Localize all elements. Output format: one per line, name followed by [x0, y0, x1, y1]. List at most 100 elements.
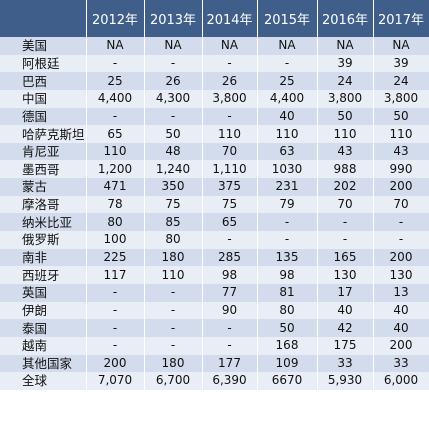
- value-cell: 4,400: [257, 89, 318, 108]
- table-row: 英国 - -77 81 17 13: [0, 283, 429, 302]
- value-cell: 40: [373, 301, 429, 320]
- country-cell: 伊朗: [0, 301, 87, 320]
- table-row: 蒙古 471 350 375 231 202 200: [0, 178, 429, 196]
- country-cell: 南非: [0, 248, 87, 267]
- table-row: 泰国 - - -50 42 40: [0, 319, 429, 337]
- value-cell: 109: [257, 354, 318, 373]
- country-cell: 西班牙: [0, 266, 87, 284]
- value-cell: 65: [86, 125, 145, 143]
- country-cell: 越南: [0, 336, 87, 355]
- value-cell: 7,070: [86, 372, 145, 390]
- header-cell-country: [0, 0, 87, 37]
- value-cell: 98: [257, 266, 318, 284]
- value-cell: 25: [257, 72, 318, 90]
- value-cell: 175: [317, 336, 374, 355]
- value-cell: 70: [202, 142, 258, 161]
- header-row: 2012年 2013年 2014年 2015年 2016年 2017年: [0, 0, 429, 37]
- production-table: 2012年 2013年 2014年 2015年 2016年 2017年 美国 NA…: [0, 0, 429, 390]
- value-cell: 375: [202, 178, 258, 196]
- value-cell: 39: [317, 54, 374, 73]
- value-cell: -: [317, 213, 374, 232]
- table-row: 巴西 25 26 26 25 24 24: [0, 72, 429, 90]
- value-cell: 110: [86, 142, 145, 161]
- value-cell: -: [257, 54, 318, 73]
- table-row: 美国 NA NA NA NA NA NA: [0, 37, 429, 55]
- value-cell: 50: [257, 319, 318, 337]
- value-cell: 43: [373, 142, 429, 161]
- value-cell: 17: [317, 283, 374, 302]
- value-cell: 110: [144, 266, 203, 284]
- value-cell: 4,400: [86, 89, 145, 108]
- header-cell-2013: 2013年: [144, 0, 203, 37]
- value-cell: 100: [86, 231, 145, 249]
- value-cell: 98: [202, 266, 258, 284]
- value-cell: 42: [317, 319, 374, 337]
- value-cell: NA: [144, 37, 203, 55]
- country-cell: 全球: [0, 372, 87, 390]
- value-cell: -: [202, 107, 258, 126]
- value-cell: -: [257, 231, 318, 249]
- value-cell: 26: [202, 72, 258, 90]
- value-cell: 3,800: [202, 89, 258, 108]
- header-cell-2017: 2017年: [373, 0, 429, 37]
- header-cell-2012: 2012年: [86, 0, 145, 37]
- value-cell: 4,300: [144, 89, 203, 108]
- value-cell: NA: [86, 37, 145, 55]
- value-cell: 130: [373, 266, 429, 284]
- value-cell: 77: [202, 283, 258, 302]
- value-cell: 40: [257, 107, 318, 126]
- value-cell: 180: [144, 354, 203, 373]
- country-cell: 中国: [0, 89, 87, 108]
- value-cell: 6670: [257, 372, 318, 390]
- country-cell: 巴西: [0, 72, 87, 90]
- table-body: 美国 NA NA NA NA NA NA 阿根廷 - - - -39 39 巴西 25 26 26 25 24 24 中…: [0, 37, 429, 390]
- country-cell: 肯尼亚: [0, 142, 87, 161]
- value-cell: -: [86, 319, 145, 337]
- table-row: 哈萨克斯坦 65 50 110 110 110 110: [0, 125, 429, 143]
- value-cell: 5,930: [317, 372, 374, 390]
- value-cell: 200: [373, 178, 429, 196]
- value-cell: 75: [202, 195, 258, 214]
- value-cell: -: [317, 231, 374, 249]
- value-cell: 24: [373, 72, 429, 90]
- table-row: 墨西哥 1,200 1,240 1,110 1030 988 990: [0, 160, 429, 179]
- value-cell: 110: [317, 125, 374, 143]
- value-cell: 70: [373, 195, 429, 214]
- value-cell: 3,800: [373, 89, 429, 108]
- table-row: 西班牙 117 110 98 98 130 130: [0, 266, 429, 284]
- value-cell: 1,240: [144, 160, 203, 179]
- value-cell: 78: [86, 195, 145, 214]
- table-row: 俄罗斯 100 80- - - -: [0, 231, 429, 249]
- value-cell: 39: [373, 54, 429, 73]
- value-cell: 110: [257, 125, 318, 143]
- country-cell: 哈萨克斯坦: [0, 125, 87, 143]
- value-cell: 225: [86, 248, 145, 267]
- value-cell: 50: [317, 107, 374, 126]
- country-cell: 摩洛哥: [0, 195, 87, 214]
- value-cell: 48: [144, 142, 203, 161]
- value-cell: 110: [202, 125, 258, 143]
- value-cell: 25: [86, 72, 145, 90]
- country-cell: 墨西哥: [0, 160, 87, 179]
- value-cell: 75: [144, 195, 203, 214]
- value-cell: -: [373, 213, 429, 232]
- value-cell: -: [86, 301, 145, 320]
- value-cell: 6,390: [202, 372, 258, 390]
- table-row: 其他国家 200 180 177 109 33 33: [0, 354, 429, 373]
- value-cell: 200: [373, 248, 429, 267]
- table-row: 越南 - - -168 175 200: [0, 336, 429, 355]
- table-row: 伊朗 - -90 80 40 40: [0, 301, 429, 320]
- value-cell: 988: [317, 160, 374, 179]
- value-cell: 1,110: [202, 160, 258, 179]
- value-cell: 6,000: [373, 372, 429, 390]
- value-cell: NA: [373, 37, 429, 55]
- value-cell: 350: [144, 178, 203, 196]
- value-cell: 177: [202, 354, 258, 373]
- header-cell-2016: 2016年: [317, 0, 374, 37]
- value-cell: -: [86, 283, 145, 302]
- value-cell: 79: [257, 195, 318, 214]
- value-cell: NA: [317, 37, 374, 55]
- value-cell: NA: [202, 37, 258, 55]
- value-cell: 285: [202, 248, 258, 267]
